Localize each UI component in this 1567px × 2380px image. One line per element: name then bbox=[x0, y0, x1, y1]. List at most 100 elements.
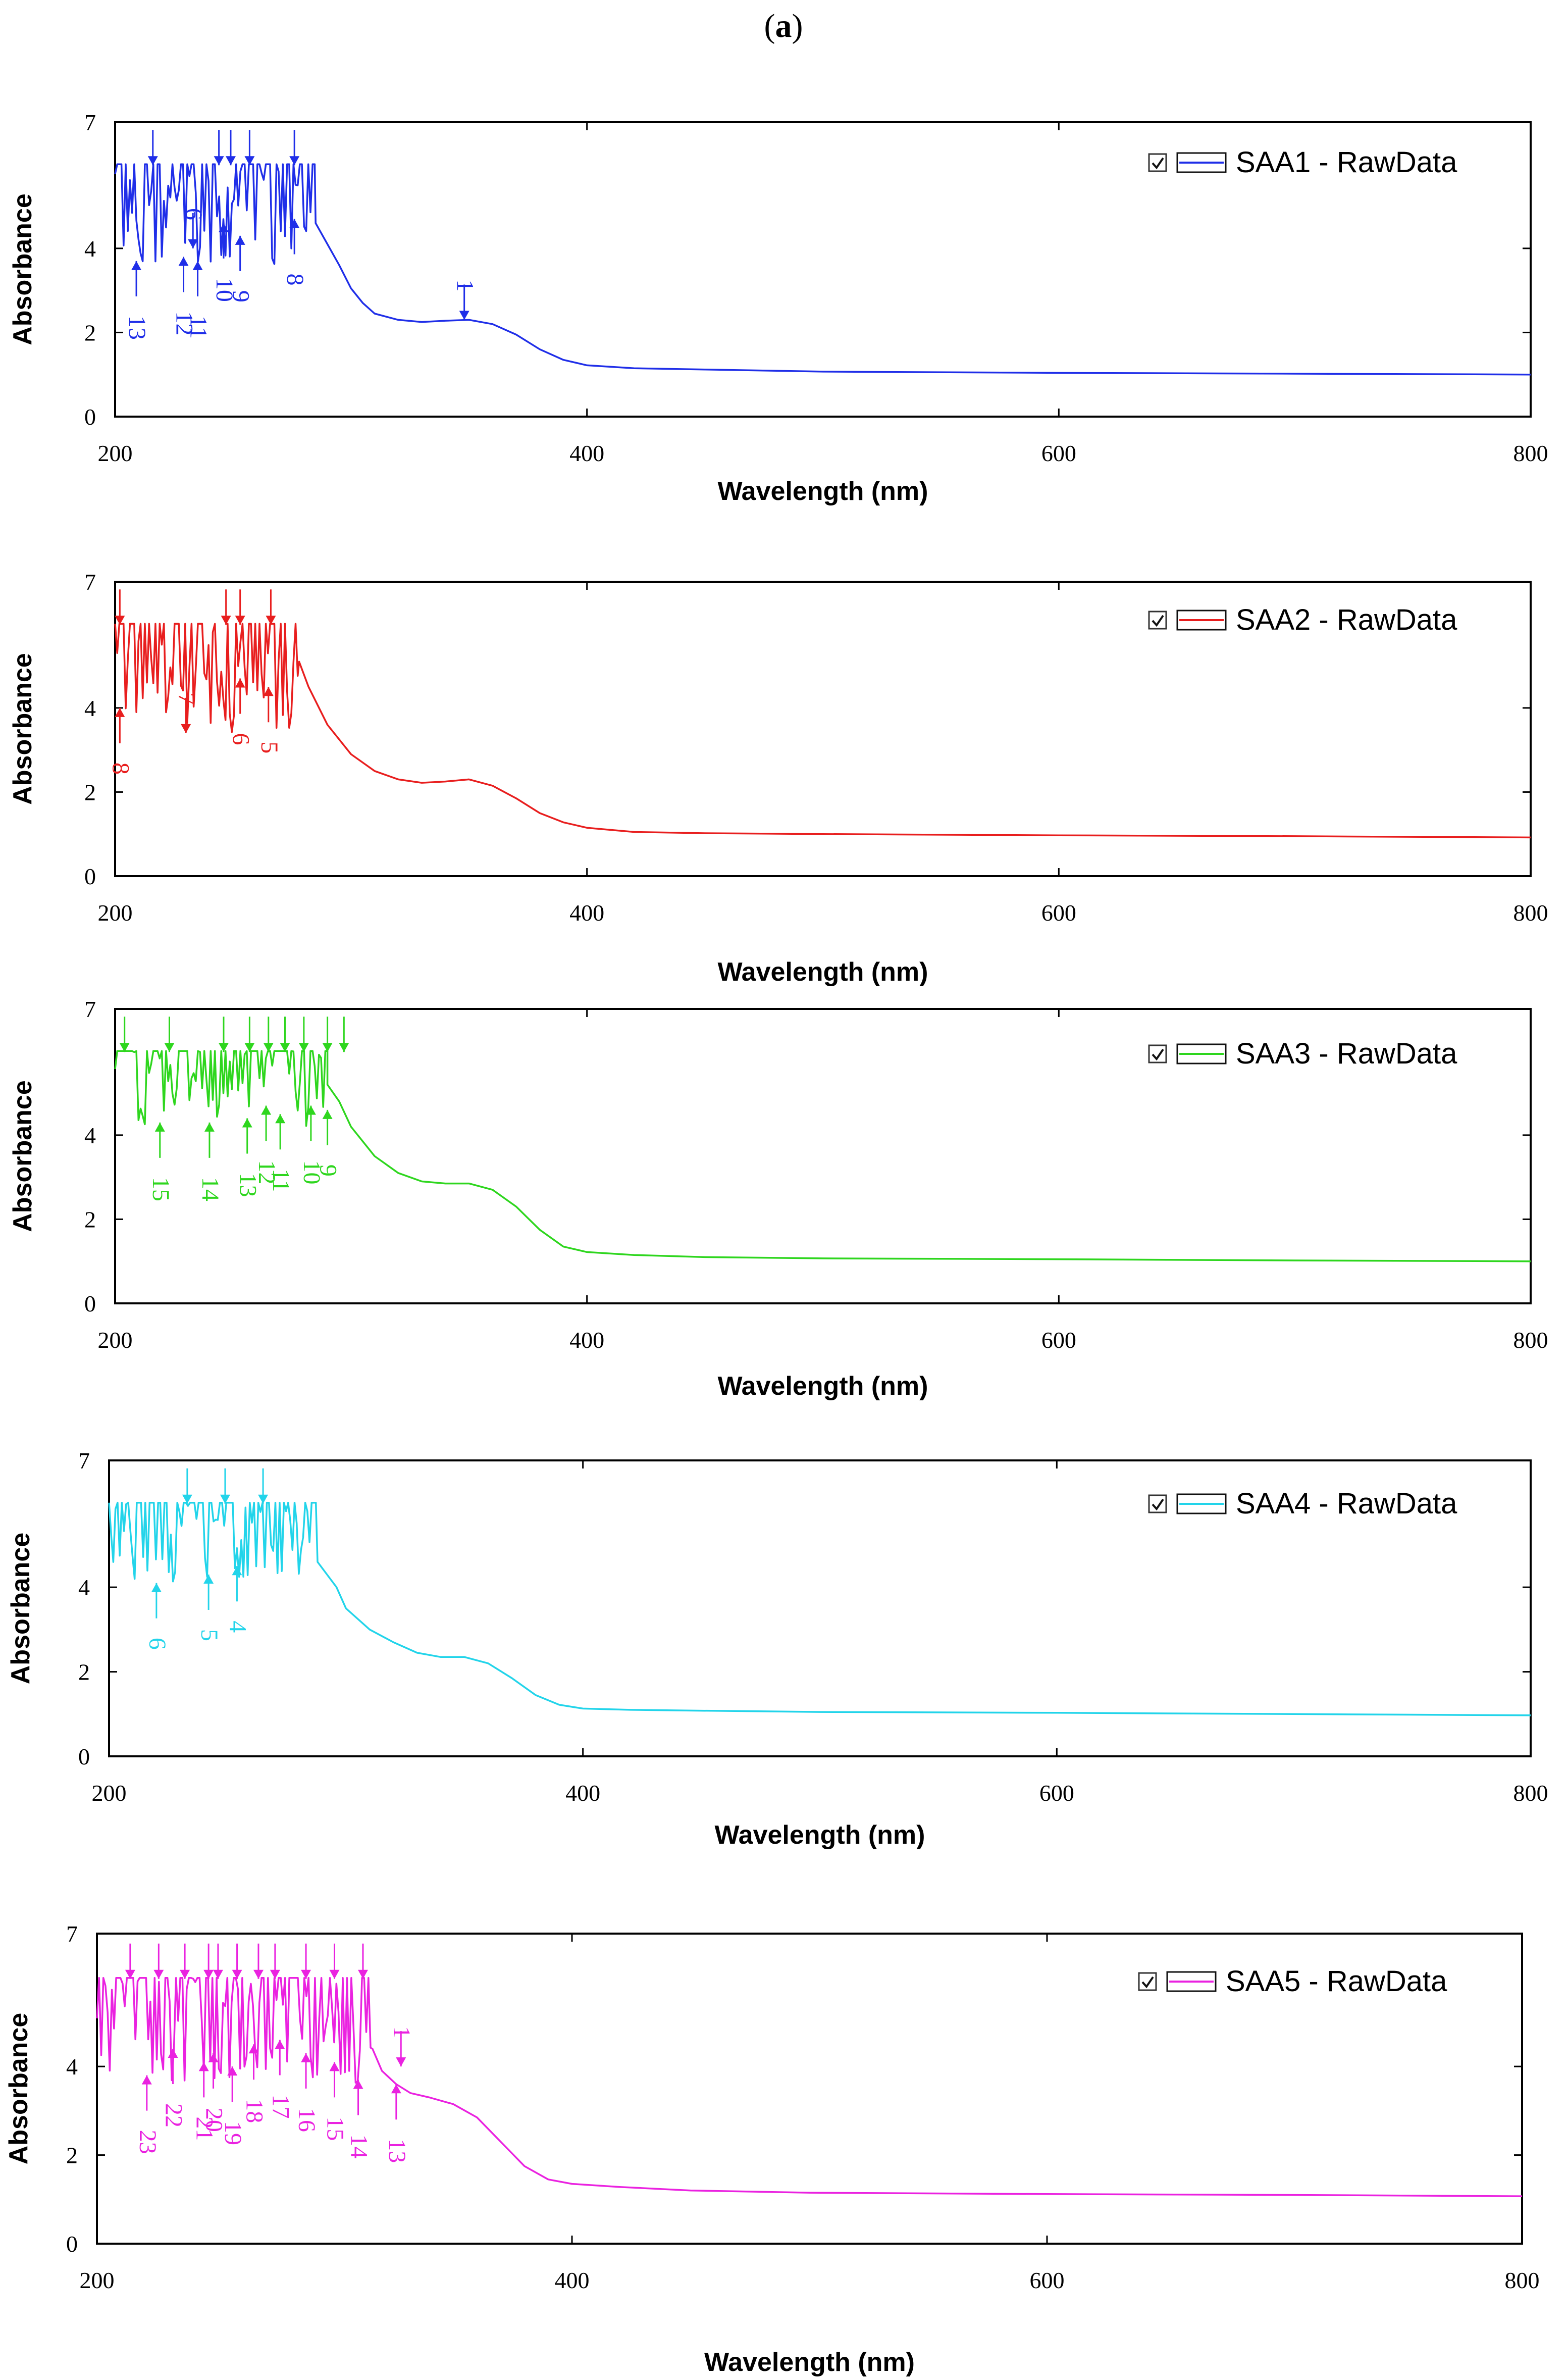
plot-frame bbox=[114, 121, 1532, 418]
checkmark-icon bbox=[1152, 157, 1164, 170]
y-tick-label: 0 bbox=[66, 2231, 78, 2257]
y-tick-label: 0 bbox=[84, 864, 96, 889]
legend: SAA5 - RawData bbox=[1138, 1965, 1447, 1998]
peak-label: 21 bbox=[191, 2116, 218, 2141]
top-peak-arrow-head bbox=[203, 1969, 214, 1979]
top-peak-arrow-head bbox=[270, 1969, 280, 1979]
peak-label: 13 bbox=[235, 1173, 262, 1197]
legend: SAA1 - RawData bbox=[1148, 146, 1457, 179]
peak-label: 18 bbox=[241, 2099, 268, 2123]
y-tick-label: 7 bbox=[66, 1921, 78, 1947]
chart-panel-4: 200 400 600 800 0 2 4 7 Wavelength (nm) Absorbanc… bbox=[6, 1448, 1548, 1850]
x-tick-label: 600 bbox=[1041, 440, 1076, 466]
plot-frame bbox=[114, 1008, 1532, 1304]
y-tick-label: 4 bbox=[78, 1575, 90, 1600]
chart-panel-5: 200 400 600 800 0 2 4 7 Wavelength (nm) Absorbanc… bbox=[4, 1921, 1540, 2377]
x-axis-label: Wavelength (nm) bbox=[704, 2348, 915, 2377]
top-peak-arrow-head bbox=[180, 1969, 190, 1979]
x-tick-label: 200 bbox=[92, 1780, 127, 1806]
legend-checkbox bbox=[1148, 1494, 1167, 1513]
top-peak-arrow-head bbox=[182, 1494, 192, 1504]
y-axis-label: Absorbance bbox=[8, 653, 37, 805]
peak-label: 4 bbox=[224, 1621, 251, 1633]
peak-arrow-head bbox=[322, 1109, 333, 1119]
x-tick-label: 600 bbox=[1041, 1327, 1076, 1353]
figure-label-letter: a bbox=[775, 8, 792, 44]
peak-arrow-head bbox=[227, 2066, 238, 2076]
y-tick-label: 2 bbox=[84, 320, 96, 345]
peak-arrow-head bbox=[151, 1583, 162, 1592]
peak-arrow-head bbox=[218, 223, 229, 232]
top-peak-arrow-head bbox=[357, 1969, 368, 1979]
legend-text: SAA1 - RawData bbox=[1236, 146, 1457, 179]
x-tick-label: 400 bbox=[569, 1327, 604, 1353]
peak-arrow-head bbox=[204, 1122, 215, 1132]
checkmark-icon bbox=[1141, 1976, 1154, 1989]
y-tick-label: 7 bbox=[78, 1448, 90, 1474]
x-tick-label: 400 bbox=[565, 1780, 600, 1806]
y-tick-label: 2 bbox=[66, 2143, 78, 2168]
peak-arrow-head bbox=[131, 261, 142, 270]
top-peak-arrow-head bbox=[266, 616, 276, 625]
peak-label: 6 bbox=[228, 733, 254, 745]
peak-arrow-head bbox=[178, 257, 189, 266]
x-tick-label: 400 bbox=[555, 2267, 590, 2293]
peak-label: 14 bbox=[346, 2134, 373, 2158]
peak-label: 1 bbox=[452, 279, 479, 291]
legend: SAA4 - RawData bbox=[1148, 1487, 1457, 1520]
x-tick-label: 800 bbox=[1513, 900, 1548, 926]
x-axis-label: Wavelength (nm) bbox=[718, 1372, 928, 1401]
peak-arrow-head bbox=[261, 1105, 272, 1115]
peak-arrow-head bbox=[168, 2049, 178, 2058]
x-tick-label: 600 bbox=[1030, 2267, 1065, 2293]
top-peak-arrow-head bbox=[147, 156, 158, 166]
top-peak-arrow-head bbox=[213, 1969, 223, 1979]
peak-label: 9 bbox=[228, 290, 254, 302]
x-tick-label: 400 bbox=[569, 900, 604, 926]
legend-checkbox bbox=[1148, 153, 1167, 172]
chart-panel-2: 200 400 600 800 0 2 4 7 Wavelength (nm) Absorbanc… bbox=[8, 569, 1548, 987]
y-tick-label: 4 bbox=[84, 236, 96, 262]
x-tick-label: 200 bbox=[98, 900, 133, 926]
top-peak-arrow-head bbox=[339, 1043, 349, 1052]
peak-arrow-head bbox=[242, 1118, 252, 1128]
peak-label: 15 bbox=[147, 1177, 174, 1201]
peak-label: 15 bbox=[322, 2116, 349, 2141]
legend-checkbox bbox=[1148, 1044, 1167, 1064]
peak-label: 14 bbox=[197, 1177, 224, 1201]
y-tick-label: 7 bbox=[84, 996, 96, 1022]
legend-text: SAA3 - RawData bbox=[1236, 1037, 1457, 1070]
peak-arrow-head bbox=[275, 1114, 286, 1124]
top-peak-arrow-head bbox=[115, 616, 125, 625]
peak-label: 7 bbox=[173, 693, 200, 705]
series-line bbox=[108, 1501, 1531, 1716]
y-axis-label: Absorbance bbox=[8, 1080, 37, 1232]
peak-arrow-head bbox=[289, 219, 300, 228]
x-axis-label: Wavelength (nm) bbox=[718, 957, 928, 987]
peak-arrow-head bbox=[154, 1122, 165, 1132]
peak-label: 9 bbox=[315, 1164, 342, 1177]
peak-arrow-head bbox=[141, 2075, 152, 2085]
peak-label: 8 bbox=[107, 763, 134, 775]
series-line bbox=[96, 1977, 1523, 2197]
peak-label: 12 bbox=[171, 312, 198, 336]
top-peak-arrow-head bbox=[244, 1043, 255, 1052]
top-peak-arrow-head bbox=[164, 1043, 175, 1052]
top-peak-arrow-head bbox=[218, 1043, 229, 1052]
y-tick-label: 7 bbox=[84, 110, 96, 135]
y-tick-label: 4 bbox=[84, 695, 96, 721]
y-tick-label: 4 bbox=[66, 2054, 78, 2080]
checkmark-icon bbox=[1152, 615, 1164, 627]
legend-text: SAA5 - RawData bbox=[1226, 1965, 1447, 1998]
top-peak-arrow-head bbox=[153, 1969, 164, 1979]
y-tick-label: 0 bbox=[84, 404, 96, 430]
peak-arrow-head bbox=[115, 707, 125, 717]
x-tick-label: 800 bbox=[1505, 2267, 1540, 2293]
x-axis-label: Wavelength (nm) bbox=[715, 1820, 925, 1850]
peak-arrow-head bbox=[459, 311, 469, 320]
peak-arrow-head bbox=[391, 2084, 401, 2094]
peak-arrow-head bbox=[353, 2080, 363, 2089]
checkmark-icon bbox=[1152, 1498, 1164, 1511]
peak-label: 1 bbox=[388, 2026, 415, 2038]
top-peak-arrow-head bbox=[225, 156, 236, 166]
